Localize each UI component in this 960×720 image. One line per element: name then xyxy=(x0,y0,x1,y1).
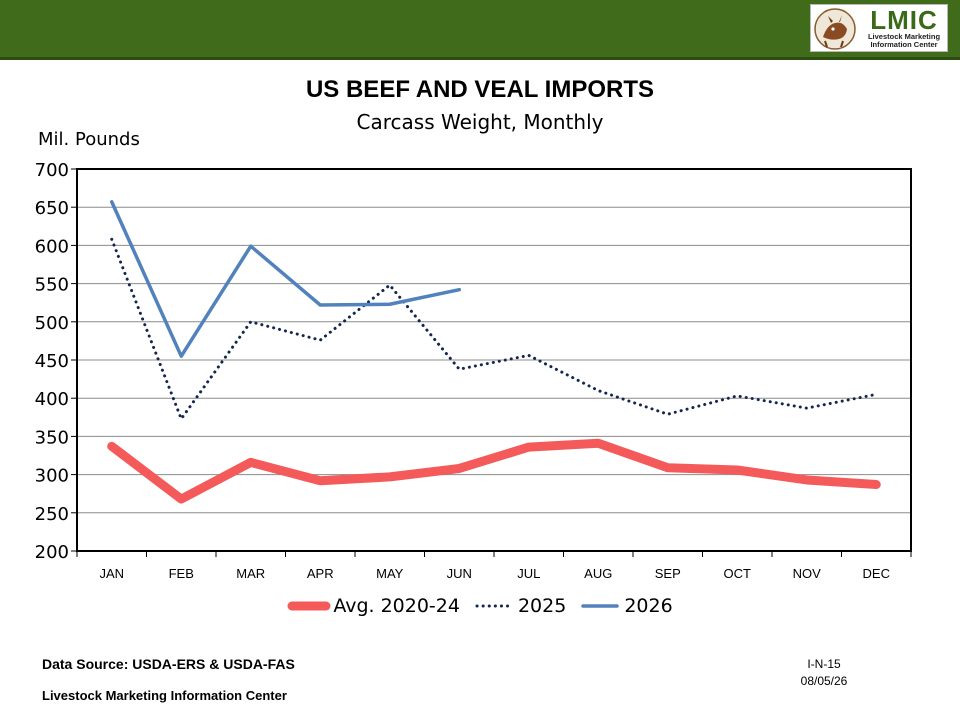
x-tick-label: JAN xyxy=(99,566,124,581)
y-tick-label: 450 xyxy=(35,351,69,372)
x-tick-label: MAR xyxy=(236,566,265,581)
legend-item: 2025 xyxy=(472,595,566,617)
x-tick-label: FEB xyxy=(169,566,194,581)
x-tick-label: JUL xyxy=(517,566,540,581)
legend-swatch xyxy=(287,601,331,611)
x-tick-label: SEP xyxy=(655,566,681,581)
x-tick-label: AUG xyxy=(584,566,612,581)
series-line xyxy=(110,200,461,358)
legend-swatch xyxy=(475,604,513,608)
series-line xyxy=(107,438,881,504)
lmic-logo: LMIC Livestock Marketing Information Cen… xyxy=(810,4,948,52)
x-tick-label: NOV xyxy=(793,566,822,581)
x-tick-label: JUN xyxy=(447,566,472,581)
chart-code: I-N-15 xyxy=(807,657,841,671)
y-tick-label: 250 xyxy=(35,504,69,525)
legend: Avg. 2020-24 2025 2026 xyxy=(0,593,960,619)
gridlines xyxy=(77,206,911,514)
legend-label: Avg. 2020-24 xyxy=(333,595,460,617)
y-tick-label: 500 xyxy=(35,313,69,334)
x-tick-label: MAY xyxy=(376,566,404,581)
chart-date: 08/05/26 xyxy=(800,674,848,688)
logo-wordmark: LMIC xyxy=(870,5,938,35)
footer-organization: Livestock Marketing Information Center xyxy=(42,688,287,703)
series-line xyxy=(110,237,878,421)
y-tick-label: 550 xyxy=(35,275,69,296)
logo-subtitle-line2: Information Center xyxy=(870,40,938,49)
chart-title: US BEEF AND VEAL IMPORTS xyxy=(305,76,655,103)
x-tick-label: DEC xyxy=(863,566,890,581)
legend-item: Avg. 2020-24 xyxy=(287,595,460,617)
axes: 200 250 300 350 400 450 500 550 600 650 700 JAN FEB M… xyxy=(35,160,912,581)
legend-label: 2025 xyxy=(517,595,567,617)
logo-subtitle-line1: Livestock Marketing xyxy=(867,32,941,41)
x-tick-label: OCT xyxy=(724,566,752,581)
y-tick-label: 300 xyxy=(35,466,69,487)
logo-subtitle: Livestock Marketing Information Center xyxy=(859,33,949,49)
y-axis-label: Mil. Pounds xyxy=(38,129,140,150)
cattle-emblem-icon xyxy=(814,8,856,50)
series xyxy=(107,200,881,504)
y-tick-label: 600 xyxy=(35,236,69,257)
x-tick-label: APR xyxy=(307,566,334,581)
legend-label: 2026 xyxy=(624,595,673,617)
chart-subtitle: Carcass Weight, Monthly xyxy=(356,110,604,134)
y-tick-label: 650 xyxy=(35,198,69,219)
data-source: Data Source: USDA-ERS & USDA-FAS xyxy=(42,656,295,672)
header-band xyxy=(0,0,960,60)
legend-item: 2026 xyxy=(578,595,673,617)
y-tick-label: 350 xyxy=(35,427,69,448)
y-tick-label: 700 xyxy=(35,160,69,181)
y-tick-label: 200 xyxy=(35,542,69,563)
y-tick-label: 400 xyxy=(35,389,69,410)
legend-swatch xyxy=(581,604,620,608)
